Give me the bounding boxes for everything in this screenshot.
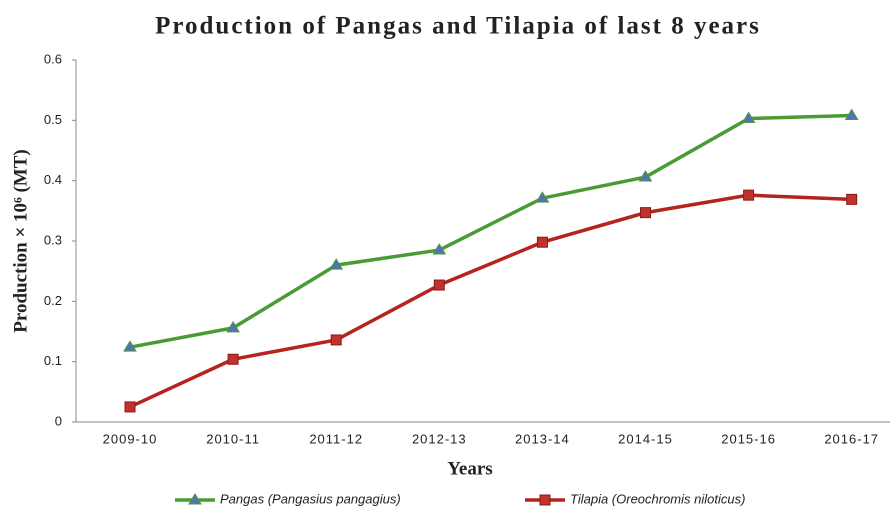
y-tick-label: 0.1	[44, 353, 62, 368]
y-tick-label: 0.2	[44, 293, 62, 308]
marker	[124, 401, 136, 413]
marker	[329, 258, 344, 270]
x-tick-label: 2016-17	[824, 431, 879, 446]
marker	[226, 320, 240, 333]
y-tick-label: 0.6	[44, 51, 62, 66]
marker	[188, 493, 202, 505]
x-tick-label: 2009-10	[103, 431, 158, 446]
marker	[640, 207, 651, 219]
marker	[330, 334, 342, 346]
marker	[123, 340, 137, 352]
y-tick-label: 0.4	[44, 172, 62, 187]
legend-label: Pangas (Pangasius pangagius)	[220, 491, 401, 506]
marker	[539, 494, 551, 506]
series-line	[129, 113, 852, 349]
y-axis-title: Production × 10⁶ (MT)	[10, 149, 31, 332]
y-tick-label: 0.3	[44, 232, 62, 247]
series-line	[129, 193, 852, 409]
marker	[743, 189, 755, 201]
marker	[227, 353, 239, 365]
y-tick-label: 0	[55, 413, 62, 428]
marker	[536, 236, 548, 248]
x-axis-title: Years	[447, 458, 492, 479]
marker	[741, 111, 756, 124]
marker	[846, 193, 858, 205]
x-tick-label: 2011-12	[309, 431, 363, 446]
marker	[432, 243, 447, 255]
marker	[433, 279, 445, 291]
marker	[844, 108, 859, 121]
marker	[638, 170, 653, 182]
x-tick-label: 2013-14	[515, 431, 570, 446]
marker	[535, 191, 550, 203]
x-tick-label: 2014-15	[618, 431, 673, 446]
x-tick-label: 2015-16	[721, 431, 776, 446]
x-tick-label: 2012-13	[412, 431, 467, 446]
y-tick-label: 0.5	[44, 112, 62, 127]
legend-label: Tilapia (Oreochromis niloticus)	[570, 491, 745, 506]
chart-title: Production of Pangas and Tilapia of last…	[155, 13, 761, 40]
x-tick-label: 2010-11	[206, 431, 260, 446]
